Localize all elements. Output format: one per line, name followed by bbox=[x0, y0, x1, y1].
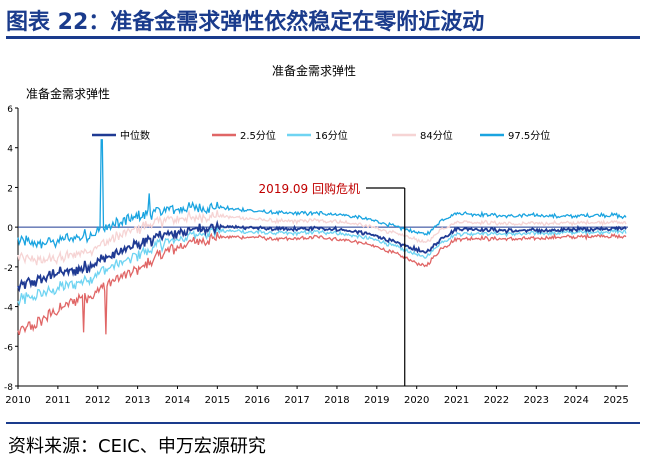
chart-legend: 中位数 2.5分位 16分位 84分位 97.5分位 bbox=[92, 129, 550, 142]
y-tick-label: -2 bbox=[4, 264, 13, 274]
legend-label-p84: 84分位 bbox=[420, 129, 453, 142]
y-tick-label: -4 bbox=[4, 304, 13, 314]
x-tick-label: 2012 bbox=[85, 395, 110, 406]
legend-label-p16: 16分位 bbox=[315, 129, 348, 142]
chart-series bbox=[17, 139, 627, 335]
series-line-p84 bbox=[17, 209, 627, 266]
x-tick-label: 2010 bbox=[5, 395, 30, 406]
x-tick-label: 2017 bbox=[284, 395, 309, 406]
chart-axes: -8 -6 -4 -2 0 2 4 6 2010 2011 2012 2013 2014 2015 2016… bbox=[4, 105, 629, 406]
annotation-label: 2019.09 回购危机 bbox=[259, 181, 360, 196]
x-tick-label: 2011 bbox=[45, 395, 70, 406]
series-line-median bbox=[17, 219, 627, 293]
series-line-p2_5 bbox=[17, 231, 627, 335]
x-tick-label: 2018 bbox=[324, 395, 349, 406]
y-tick-label: 2 bbox=[7, 184, 13, 194]
chart-annotation: 2019.09 回购危机 bbox=[259, 181, 406, 386]
x-tick-label: 2014 bbox=[165, 395, 190, 406]
y-tick-label: 6 bbox=[7, 105, 13, 115]
footer-divider bbox=[6, 422, 640, 424]
source-note: 资料来源：CEIC、申万宏源研究 bbox=[8, 436, 266, 457]
x-tick-label: 2023 bbox=[524, 395, 549, 406]
y-axis-label: 准备金需求弹性 bbox=[26, 86, 110, 101]
x-tick-label: 2013 bbox=[125, 395, 150, 406]
x-tick-label: 2022 bbox=[484, 395, 509, 406]
x-tick-label: 2024 bbox=[563, 395, 588, 406]
y-tick-label: 4 bbox=[7, 145, 13, 155]
y-tick-label: -8 bbox=[4, 383, 13, 393]
elasticity-chart: -8 -6 -4 -2 0 2 4 6 2010 2011 2012 2013 2014 2015 2016… bbox=[4, 63, 629, 406]
series-line-p16 bbox=[17, 224, 627, 307]
x-tick-label: 2021 bbox=[444, 395, 469, 406]
series-line-p97_5 bbox=[17, 139, 627, 249]
x-tick-label: 2025 bbox=[603, 395, 628, 406]
legend-label-p97_5: 97.5分位 bbox=[508, 129, 550, 142]
y-tick-label: -6 bbox=[4, 343, 13, 353]
legend-label-p2_5: 2.5分位 bbox=[240, 129, 276, 142]
header-divider bbox=[6, 36, 640, 39]
y-tick-label: 0 bbox=[7, 224, 13, 234]
x-tick-label: 2015 bbox=[205, 395, 230, 406]
x-tick-label: 2019 bbox=[364, 395, 389, 406]
figure-title: 图表 22：准备金需求弹性依然稳定在零附近波动 bbox=[6, 10, 485, 35]
chart-title: 准备金需求弹性 bbox=[272, 63, 356, 78]
x-tick-label: 2020 bbox=[404, 395, 429, 406]
report-header: 图表 22：准备金需求弹性依然稳定在零附近波动 bbox=[0, 0, 646, 40]
x-tick-label: 2016 bbox=[244, 395, 269, 406]
legend-label-median: 中位数 bbox=[120, 129, 150, 142]
